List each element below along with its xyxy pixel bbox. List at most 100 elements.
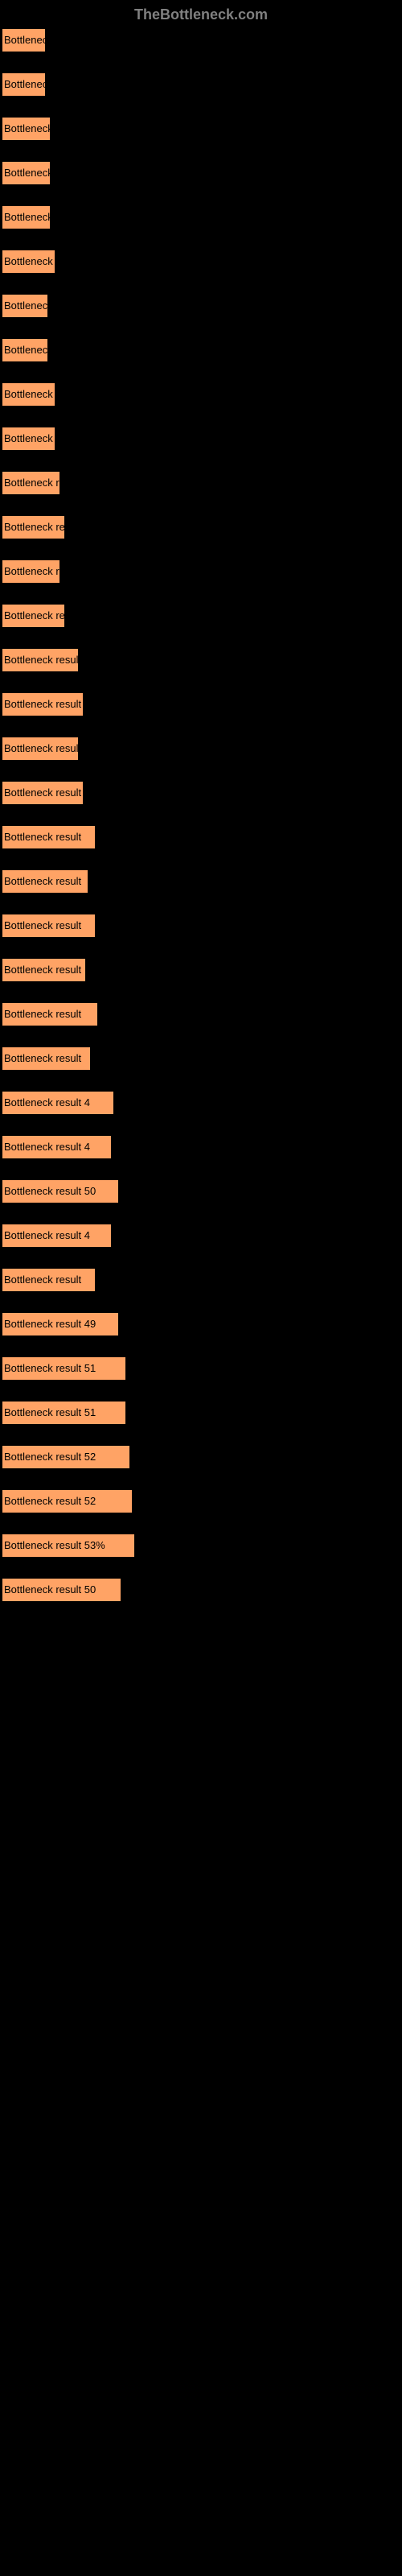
bar-label: Bottleneck result [2,692,81,716]
bar-label: Bottleneck result [2,958,81,982]
bar-label: Bottleneck result [2,737,81,761]
bar: Bottleneck result 4 [2,1224,112,1248]
bar-row: Bottleneck res [2,604,400,628]
bar-row: Bottleneck [2,72,400,97]
bar-row: Bottleneck result 50 [2,1578,400,1602]
bar: Bottleneck result [2,1046,91,1071]
bar-row: Bottleneck re [2,471,400,495]
bar-label: Bottleneck result [2,1268,81,1292]
bar: Bottleneck result 51 [2,1356,126,1381]
bar-label: Bottleneck result 49 [2,1312,96,1336]
bar-row: Bottleneck [2,161,400,185]
bar: Bottleneck result [2,914,96,938]
bar-label: Bottleneck result 4 [2,1224,90,1248]
bar-label: Bottleneck result [2,781,81,805]
bar-row: Bottleneck result 52 [2,1445,400,1469]
bar-row: Bottleneck result [2,825,400,849]
bar-row: Bottleneck result 4 [2,1091,400,1115]
bar-label: Bottleneck re [2,471,65,495]
bar-label: Bottleneck res [2,604,70,628]
bar-label: Bottleneck result 50 [2,1179,96,1203]
bar: Bottleneck result 52 [2,1489,133,1513]
bar-label: Bottleneck result [2,825,81,849]
bar-row: Bottleneck result 51 [2,1356,400,1381]
bar-row: Bottleneck result [2,781,400,805]
bottleneck-bar-chart: Bottleneck Bottleneck Bottleneck Bottleneck… [0,28,402,1602]
bar-row: Bottleneck result [2,692,400,716]
bar-row: Bottleneck [2,338,400,362]
bar-row: Bottleneck result 4 [2,1135,400,1159]
bar-label: Bottleneck res [2,515,70,539]
bar: Bottleneck res [2,515,65,539]
bar: Bottleneck r [2,427,55,451]
bar-label: Bottleneck result [2,648,81,672]
bar-label: Bottleneck [2,294,53,318]
bar-label: Bottleneck result 50 [2,1578,96,1602]
bar-row: Bottleneck result [2,1046,400,1071]
bar-row: Bottleneck result [2,1002,400,1026]
bar-label: Bottleneck result 52 [2,1489,96,1513]
bar-label: Bottleneck result 53% [2,1534,105,1558]
bar-label: Bottleneck result 4 [2,1091,90,1115]
bar-label: Bottleneck r [2,427,59,451]
bar-row: Bottleneck [2,28,400,52]
bar-row: Bottleneck [2,205,400,229]
bar: Bottleneck result 50 [2,1578,121,1602]
bar-label: Bottleneck [2,28,53,52]
bar: Bottleneck re [2,471,60,495]
bar-row: Bottleneck r [2,382,400,407]
bar: Bottleneck result 53% [2,1534,135,1558]
bar: Bottleneck r [2,382,55,407]
bar: Bottleneck result [2,781,84,805]
bar-label: Bottleneck result [2,1002,81,1026]
bar-label: Bottleneck result 52 [2,1445,96,1469]
bar: Bottleneck result [2,825,96,849]
bar-label: Bottleneck result [2,1046,81,1071]
bar: Bottleneck r [2,250,55,274]
bar-row: Bottleneck result 52 [2,1489,400,1513]
bar: Bottleneck [2,338,48,362]
bar: Bottleneck result [2,1268,96,1292]
bar: Bottleneck re [2,559,60,584]
bar-row: Bottleneck result [2,958,400,982]
bar: Bottleneck result 51 [2,1401,126,1425]
bar-row: Bottleneck result [2,737,400,761]
bar-row: Bottleneck result 4 [2,1224,400,1248]
bar: Bottleneck result [2,737,79,761]
bar: Bottleneck result [2,692,84,716]
bar-row: Bottleneck result 49 [2,1312,400,1336]
bar-label: Bottleneck result 51 [2,1356,96,1381]
page-title: TheBottleneck.com [0,0,402,28]
bar-label: Bottleneck [2,72,53,97]
bar-row: Bottleneck result 50 [2,1179,400,1203]
bar: Bottleneck [2,161,51,185]
bar-label: Bottleneck [2,205,53,229]
bar-label: Bottleneck [2,338,53,362]
bar-row: Bottleneck result [2,1268,400,1292]
bar: Bottleneck res [2,604,65,628]
bar-row: Bottleneck [2,294,400,318]
bar-label: Bottleneck r [2,382,59,407]
bar: Bottleneck [2,72,46,97]
bar: Bottleneck result [2,958,86,982]
bar: Bottleneck result 4 [2,1135,112,1159]
bar-label: Bottleneck re [2,559,65,584]
bar-label: Bottleneck result 51 [2,1401,96,1425]
bar: Bottleneck [2,294,48,318]
bar-row: Bottleneck r [2,250,400,274]
bar-label: Bottleneck result [2,914,81,938]
bar: Bottleneck result [2,869,88,894]
bar: Bottleneck result [2,1002,98,1026]
bar-label: Bottleneck r [2,250,59,274]
bar: Bottleneck [2,117,51,141]
bar-row: Bottleneck result [2,648,400,672]
bar-row: Bottleneck result [2,914,400,938]
bar: Bottleneck result 50 [2,1179,119,1203]
bar-row: Bottleneck result [2,869,400,894]
bar: Bottleneck result 49 [2,1312,119,1336]
bar-label: Bottleneck [2,161,53,185]
bar-row: Bottleneck r [2,427,400,451]
bar-row: Bottleneck re [2,559,400,584]
bar: Bottleneck [2,205,51,229]
bar: Bottleneck result 52 [2,1445,130,1469]
